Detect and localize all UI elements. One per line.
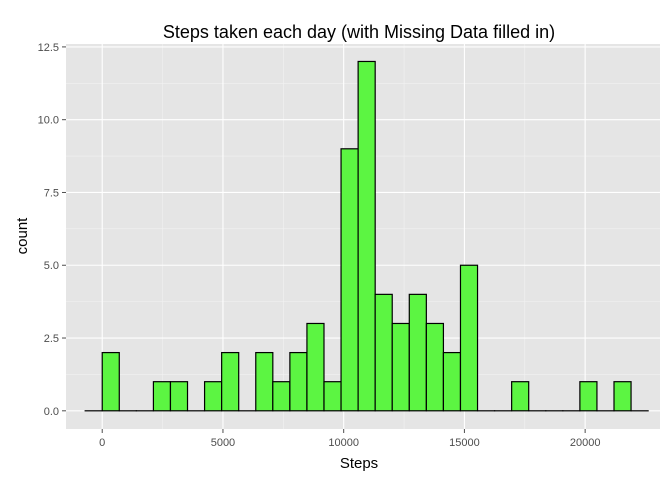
y-tick-label: 5.0 [44,260,59,272]
histogram-bar [101,351,120,412]
histogram-bar [579,381,598,412]
x-tick-label: 15000 [449,437,480,449]
y-axis: 0.0 2.5 5.0 7.5 10.0 12.5 [38,42,66,418]
x-tick-label: 20000 [570,437,601,449]
y-tick-label: 10.0 [38,115,59,127]
histogram-bar [203,381,223,412]
chart-title: Steps taken each day (with Missing Data … [163,22,555,42]
y-tick-label: 2.5 [44,333,59,345]
x-tick-label: 5000 [211,437,235,449]
histogram-bar [289,351,308,412]
histogram-bar [306,322,325,412]
histogram-bar [169,381,189,412]
histogram-bar [255,351,274,412]
histogram-bar [511,381,530,412]
x-axis: 0 5000 10000 15000 20000 [99,429,600,449]
histogram-bar [613,381,632,412]
histogram-bar [340,148,359,412]
histogram-bar [391,322,410,412]
y-tick-label: 12.5 [38,42,59,54]
histogram-bar [425,322,445,412]
histogram-bar [374,293,393,412]
bars [84,60,649,412]
x-tick-label: 10000 [328,437,359,449]
y-tick-label: 7.5 [44,187,59,199]
histogram-bar [442,351,462,412]
x-axis-title: Steps [340,455,378,472]
histogram-bar [221,351,240,412]
histogram-bar [357,60,376,412]
x-tick-label: 0 [99,437,105,449]
histogram-bar [459,264,479,412]
histogram-bar [152,381,172,412]
histogram-bar [272,381,291,412]
histogram-bar [323,381,342,412]
y-axis-title: count [14,217,31,255]
y-tick-label: 0.0 [44,406,59,418]
histogram-bar [408,293,427,412]
